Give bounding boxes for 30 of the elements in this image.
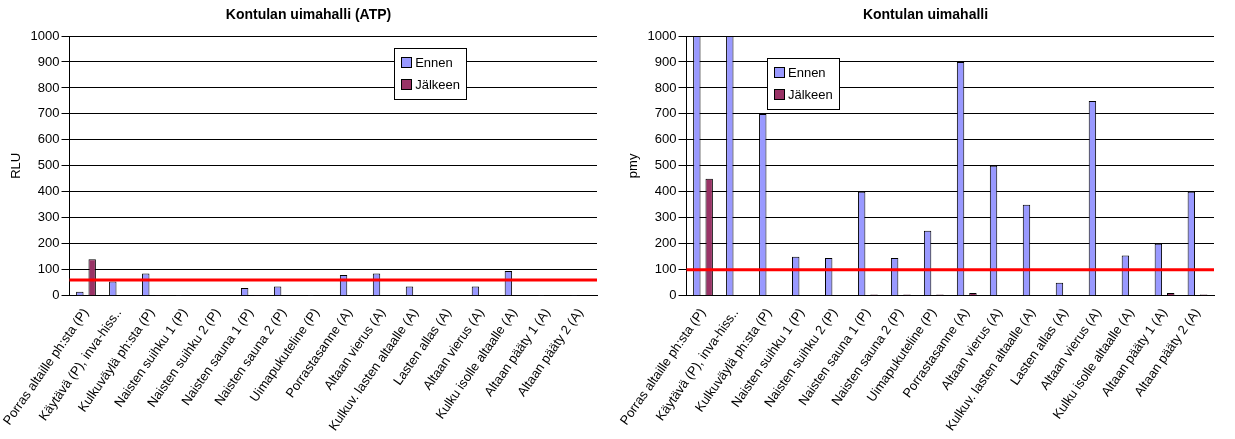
y-tick-label: 900 xyxy=(654,53,677,69)
y-tick-label: 800 xyxy=(654,79,677,95)
legend-label: Jälkeen xyxy=(414,76,460,94)
y-tick-label: 1000 xyxy=(647,27,677,43)
y-tick-label: 700 xyxy=(37,105,60,121)
y-tick-label: 1000 xyxy=(30,27,60,43)
legend-label: Ennen xyxy=(787,64,827,82)
y-tick-label: 800 xyxy=(37,79,60,95)
y-tick-label: 900 xyxy=(37,53,60,69)
y-tick-label: 700 xyxy=(654,105,677,121)
y-tick-label: 500 xyxy=(37,157,60,173)
chart-title: Kontulan uimahalli xyxy=(861,6,990,22)
y-tick-label: 500 xyxy=(654,157,677,173)
y-tick-label: 200 xyxy=(654,235,677,251)
y-tick-label: 200 xyxy=(37,235,60,251)
y-tick-label: 100 xyxy=(654,261,677,277)
y-tick-label: 600 xyxy=(37,131,60,147)
y-tick-label: 600 xyxy=(654,131,677,147)
y-tick-label: 300 xyxy=(654,209,677,225)
y-tick-label: 100 xyxy=(37,261,60,277)
chart-title: Kontulan uimahalli (ATP) xyxy=(224,6,393,22)
y-axis-title: RLU xyxy=(8,152,24,179)
y-tick-label: 300 xyxy=(37,209,60,225)
y-tick-label: 400 xyxy=(654,183,677,199)
y-axis-title: pmy xyxy=(625,153,641,179)
y-tick-label: 0 xyxy=(52,287,60,303)
legend-label: Jälkeen xyxy=(787,86,833,104)
y-tick-label: 400 xyxy=(37,183,60,199)
legend-label: Ennen xyxy=(414,54,454,72)
y-tick-label: 0 xyxy=(669,287,677,303)
